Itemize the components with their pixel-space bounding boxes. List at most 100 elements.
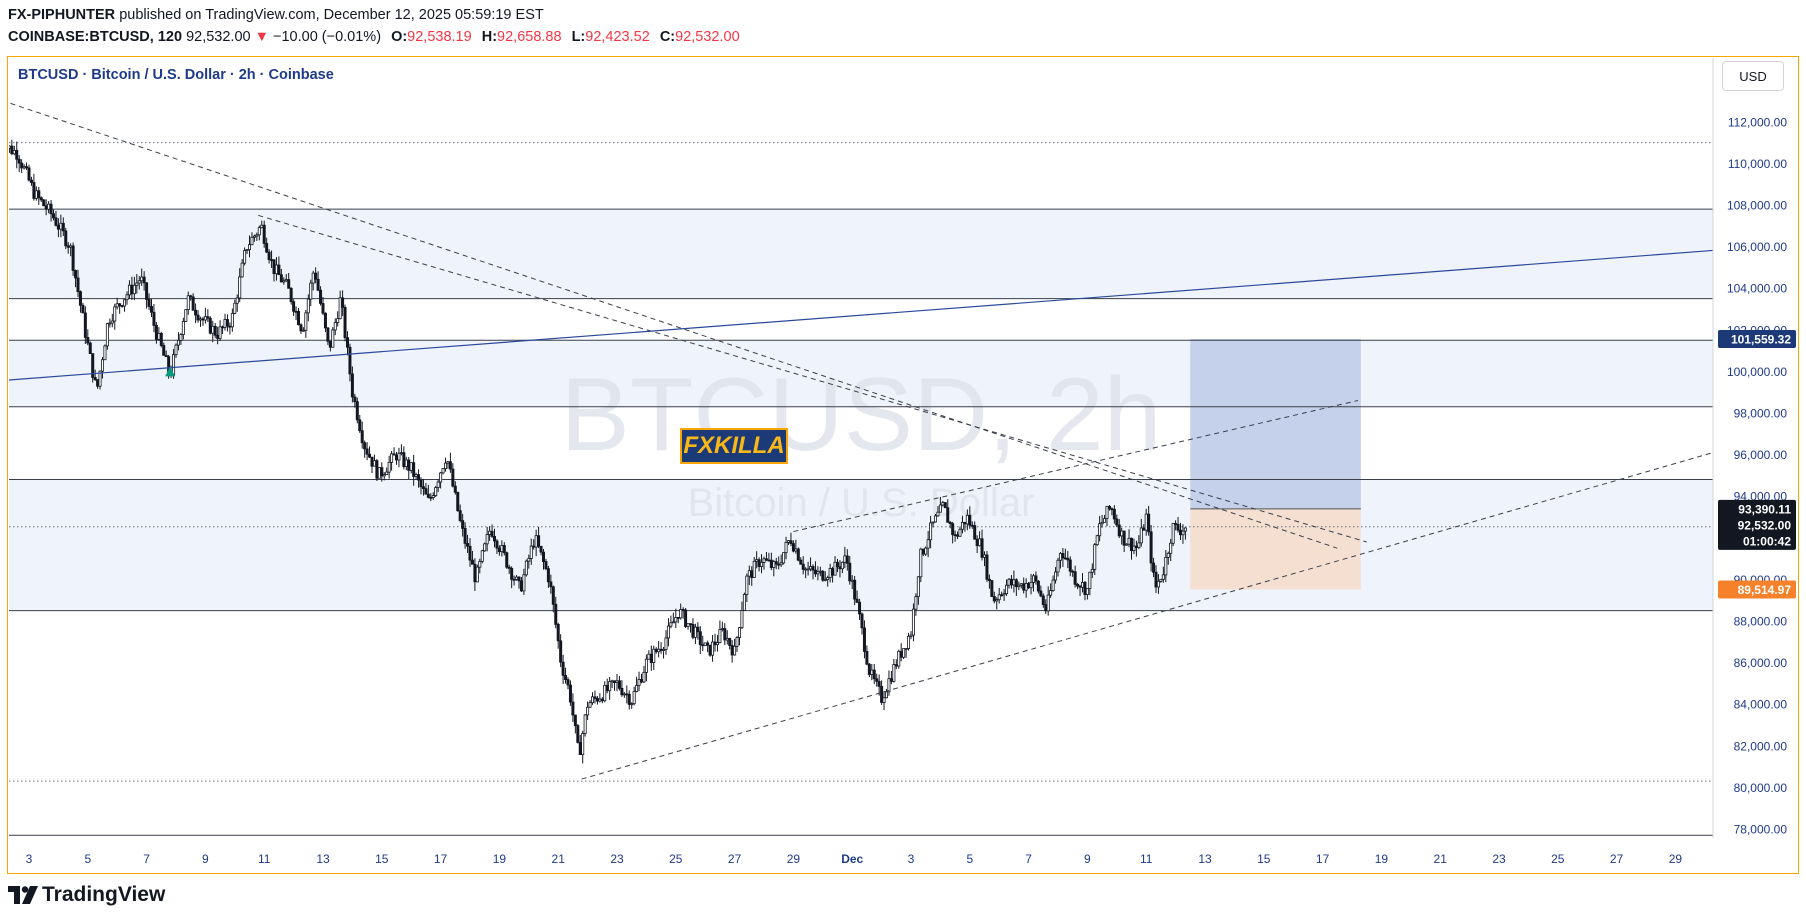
- candle-body: [975, 538, 979, 547]
- candle-body: [872, 669, 876, 680]
- candle-body: [924, 547, 928, 555]
- candle-body: [625, 693, 629, 696]
- candle-body: [434, 487, 438, 496]
- candle-body: [372, 460, 376, 467]
- x-tick-label: 9: [1084, 852, 1091, 866]
- candle-body: [946, 507, 950, 523]
- x-tick-label: 13: [1198, 852, 1212, 866]
- position-stop-zone: [1190, 508, 1361, 590]
- candle-body: [32, 182, 36, 199]
- candle-body: [355, 401, 359, 421]
- candle-body: [230, 313, 234, 328]
- y-tick-label: 86,000.00: [1734, 656, 1788, 670]
- candle-body: [1044, 604, 1048, 612]
- candle-body: [211, 325, 215, 334]
- candle-body: [1017, 584, 1021, 588]
- candle-body: [532, 545, 536, 548]
- candle-body: [439, 472, 443, 483]
- blue-trendline: [9, 249, 1713, 381]
- candle-body: [216, 334, 220, 339]
- currency-button[interactable]: USD: [1722, 61, 1784, 91]
- candle-body: [1061, 553, 1065, 559]
- candle-body: [926, 539, 930, 549]
- open-label: O:: [391, 29, 408, 45]
- candle-body: [1130, 537, 1134, 552]
- candle-body: [909, 634, 913, 637]
- candle-body: [130, 284, 134, 295]
- candle-body: [270, 259, 274, 261]
- candle-body: [76, 277, 80, 293]
- candle-body: [1093, 544, 1097, 570]
- candle-body: [578, 741, 582, 755]
- candle-body: [301, 329, 305, 332]
- candle-body: [686, 623, 690, 627]
- candle-body: [123, 299, 127, 307]
- candle-body: [397, 452, 401, 461]
- candle-body: [571, 701, 575, 716]
- candle-body: [1063, 557, 1067, 560]
- candle-body: [875, 678, 879, 682]
- candle-body: [892, 664, 896, 682]
- candle-body: [456, 491, 460, 512]
- candle-body: [368, 453, 372, 458]
- candle-body: [461, 520, 465, 529]
- candle-body: [862, 627, 866, 652]
- chart-legend[interactable]: BTCUSD · Bitcoin / U.S. Dollar · 2h · Co…: [18, 67, 334, 83]
- candle-body: [478, 560, 482, 568]
- y-tick-label: 84,000.00: [1734, 698, 1788, 712]
- candle-body: [985, 554, 989, 580]
- dashed-trendline: [9, 102, 1338, 549]
- candle-body: [348, 346, 352, 375]
- candle-body: [978, 538, 982, 547]
- position-target-zone: [1190, 338, 1361, 509]
- candle-body: [958, 528, 962, 537]
- candle-body: [561, 661, 565, 676]
- candle-body: [760, 562, 764, 567]
- candle-body: [877, 680, 881, 687]
- author-name[interactable]: FX-PIPHUNTER: [8, 7, 116, 23]
- candle-body: [777, 563, 781, 566]
- candle-body: [818, 570, 822, 573]
- candle-body: [289, 287, 293, 303]
- candle-body: [333, 322, 337, 331]
- candle-body: [860, 613, 864, 629]
- candle-body: [71, 245, 75, 271]
- candle-body: [22, 166, 26, 169]
- candle-body: [191, 296, 195, 311]
- candle-body: [696, 626, 700, 633]
- candle-body: [436, 481, 440, 488]
- candle-body: [1078, 585, 1082, 588]
- candle-body: [91, 353, 95, 378]
- candle-body: [583, 714, 587, 734]
- candle-body: [559, 640, 563, 663]
- candle-body: [159, 332, 163, 346]
- candle-body: [1058, 553, 1062, 561]
- x-tick-label: 15: [1257, 852, 1271, 866]
- candle-body: [799, 559, 803, 565]
- candle-body: [706, 642, 710, 646]
- candle-body: [816, 571, 820, 575]
- candle-body: [1000, 594, 1004, 597]
- candle-body: [375, 460, 379, 479]
- tradingview-logo[interactable]: TradingView: [8, 883, 165, 907]
- candle-body: [1176, 523, 1180, 531]
- x-tick-label: 9: [202, 852, 209, 866]
- candle-body: [938, 504, 942, 513]
- stop-price-label: 89,514.97: [1738, 583, 1792, 597]
- candle-body: [911, 608, 915, 636]
- candle-body: [635, 685, 639, 692]
- candle-body: [3, 148, 5, 152]
- candle-body: [1127, 537, 1131, 545]
- candle-body: [627, 693, 631, 705]
- candle-body: [274, 264, 278, 275]
- candle-body: [581, 733, 585, 755]
- candle-body: [970, 524, 974, 527]
- candle-body: [826, 577, 830, 580]
- candle-body: [412, 462, 416, 477]
- candle-body: [223, 319, 227, 328]
- candle-body: [840, 561, 844, 570]
- candle-body: [728, 638, 732, 646]
- candle-body: [1049, 590, 1053, 596]
- candle-body: [1095, 535, 1099, 546]
